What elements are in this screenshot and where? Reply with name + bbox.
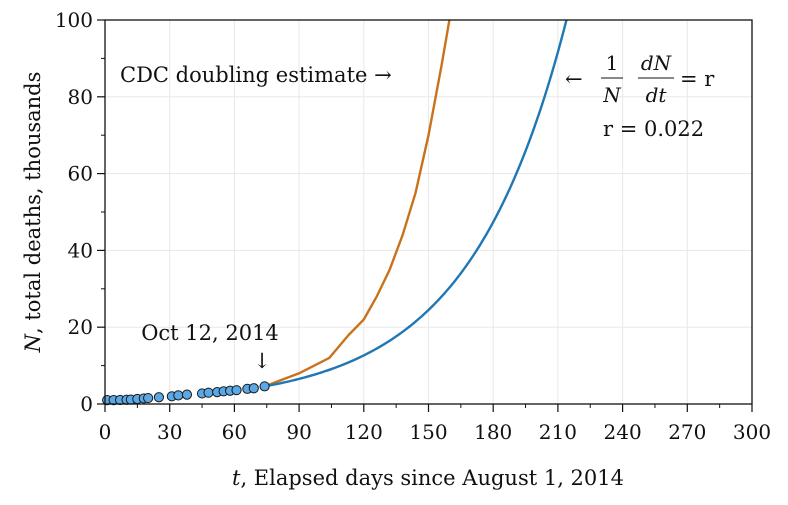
y-tick-label: 100 [55,8,93,32]
data-point [248,383,259,394]
growth-equation: ← 1 N dN dt = r [565,51,715,107]
cdc-estimate-label: CDC doubling estimate → [120,63,392,87]
y-tick-label: 0 [80,392,93,416]
axis-ticks: 0 30 60 90 120 150 180 210 240 270 300 0 20 40 60 80 100 [55,8,771,444]
y-tick-label: 60 [68,162,93,186]
series-layer [102,20,568,406]
x-tick-label: 90 [286,420,311,444]
equation-left-arrow: ← [565,67,583,91]
data-point [173,390,184,401]
y-tick-label: 20 [68,315,93,339]
data-point [153,392,165,403]
data-point [181,389,193,400]
fraction-2-denominator: dt [646,83,668,107]
x-tick-label: 60 [222,420,247,444]
x-axis-label: t, Elapsed days since August 1, 2014 [232,466,624,490]
date-arrow: ↓ [253,349,271,373]
grid-lines [105,20,752,404]
x-tick-label: 300 [733,420,771,444]
x-tick-label: 120 [345,420,383,444]
y-tick-label: 40 [68,238,93,262]
date-label: Oct 12, 2014 [141,321,279,345]
data-point [143,392,154,404]
x-tick-label: 30 [157,420,182,444]
x-tick-label: 270 [668,420,706,444]
data-point [203,387,214,398]
equation-tail: = r [680,67,715,91]
y-tick-label: 80 [68,85,93,109]
x-tick-label: 210 [539,420,577,444]
x-tick-label: 240 [604,420,642,444]
x-tick-label: 150 [409,420,447,444]
series-line-cdc [264,20,451,388]
x-tick-label: 180 [474,420,512,444]
y-axis-label: N, total deaths, thousands [21,72,45,354]
fraction-2-numerator: dN [641,51,673,75]
fraction-1-denominator: N [602,83,622,107]
x-tick-label: 0 [99,420,112,444]
rate-value-label: r = 0.022 [603,117,704,141]
series-line-fit [264,20,568,388]
data-point [231,385,242,396]
data-point [259,381,270,392]
fraction-1-numerator: 1 [606,51,619,75]
